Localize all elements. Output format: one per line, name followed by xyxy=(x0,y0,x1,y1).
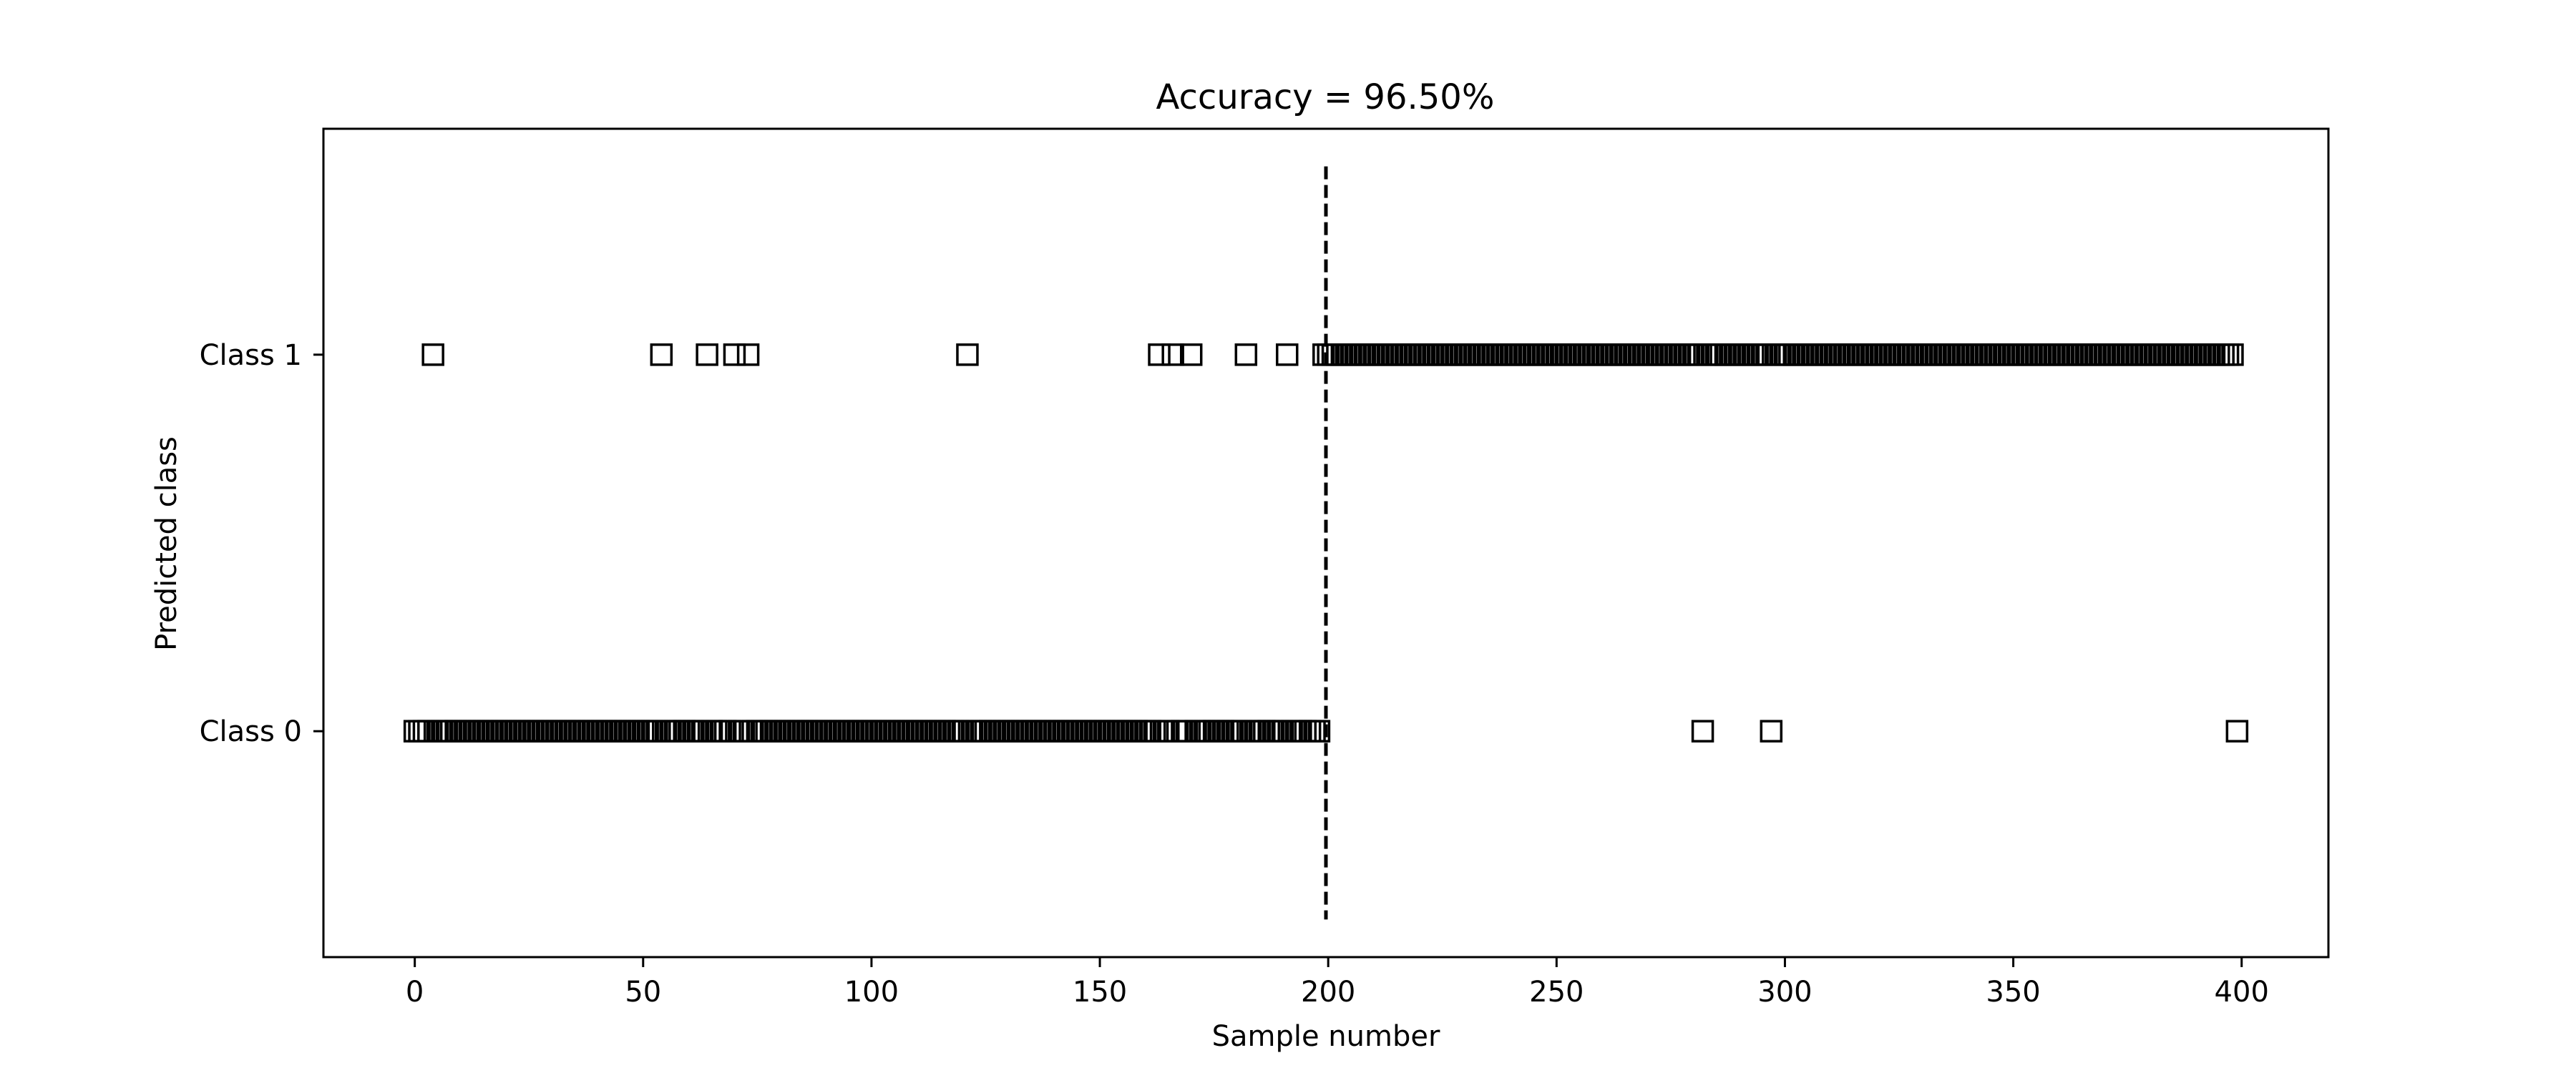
data-point-marker xyxy=(696,343,718,366)
data-point-marker xyxy=(1691,720,1714,743)
x-tick-label: 350 xyxy=(1986,976,2040,1009)
x-axis-label: Sample number xyxy=(1212,1020,1440,1053)
y-axis-ticks: Class 0 Class 1 xyxy=(200,339,323,748)
data-point-marker xyxy=(1307,720,1331,743)
data-point-marker xyxy=(956,343,979,366)
data-point-marker xyxy=(2221,343,2244,366)
x-tick-label: 50 xyxy=(625,976,661,1009)
chart-title: Accuracy = 96.50% xyxy=(1156,77,1495,117)
y-tick-label: Class 0 xyxy=(200,715,302,748)
data-point-marker xyxy=(1148,343,1171,366)
data-point-marker xyxy=(1161,343,1184,366)
data-points xyxy=(403,343,2249,743)
data-point-marker xyxy=(1234,343,1258,366)
x-axis-ticks: 0 50 100 150 200 250 300 350 400 xyxy=(406,957,2269,1009)
x-tick-label: 150 xyxy=(1073,976,1127,1009)
x-tick-label: 250 xyxy=(1529,976,1584,1009)
x-tick-label: 400 xyxy=(2215,976,2269,1009)
x-tick-label: 0 xyxy=(406,976,424,1009)
data-point-marker xyxy=(1760,720,1783,743)
data-point-marker xyxy=(1276,343,1299,366)
plot-area-frame xyxy=(322,127,2330,959)
x-tick-label: 300 xyxy=(1757,976,1812,1009)
y-axis-label: Predicted class xyxy=(150,436,183,651)
y-tick-label: Class 1 xyxy=(200,339,302,372)
data-point-marker xyxy=(421,343,444,366)
x-tick-label: 100 xyxy=(844,976,899,1009)
data-point-marker xyxy=(723,343,746,366)
x-tick-label: 200 xyxy=(1301,976,1355,1009)
data-point-marker xyxy=(2225,720,2249,743)
data-point-marker xyxy=(1179,343,1203,366)
data-point-marker xyxy=(650,343,673,366)
data-point-marker xyxy=(736,343,760,366)
